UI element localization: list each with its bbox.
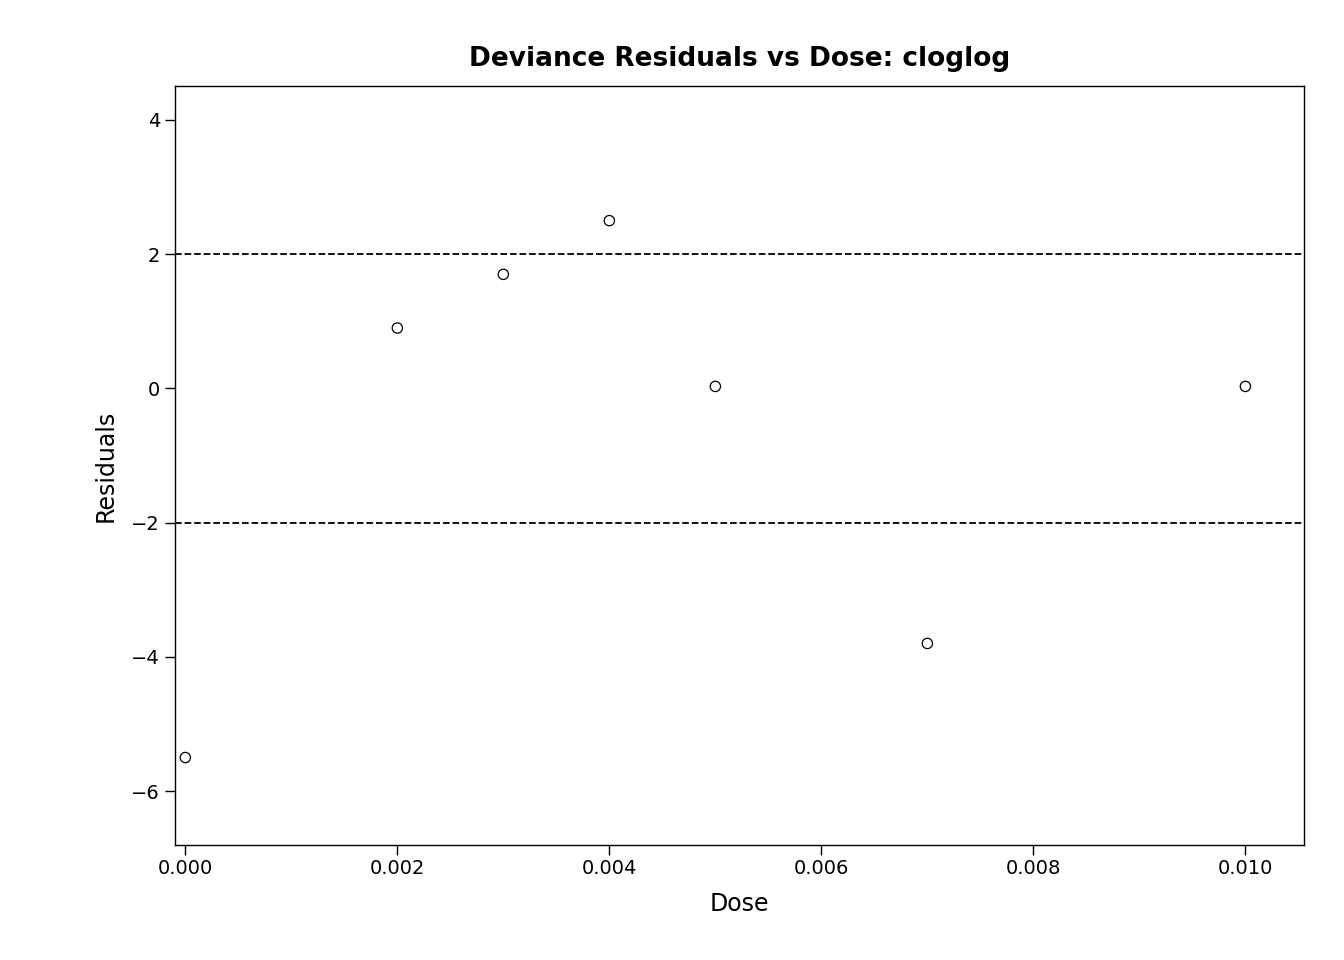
- Title: Deviance Residuals vs Dose: cloglog: Deviance Residuals vs Dose: cloglog: [469, 45, 1009, 72]
- Point: [175, 750, 196, 765]
- Y-axis label: Residuals: Residuals: [94, 410, 117, 521]
- Point: [598, 213, 620, 228]
- Point: [704, 379, 726, 395]
- X-axis label: Dose: Dose: [710, 892, 769, 916]
- Point: [387, 321, 409, 336]
- Point: [917, 636, 938, 651]
- Point: [493, 267, 515, 282]
- Point: [1235, 379, 1257, 395]
